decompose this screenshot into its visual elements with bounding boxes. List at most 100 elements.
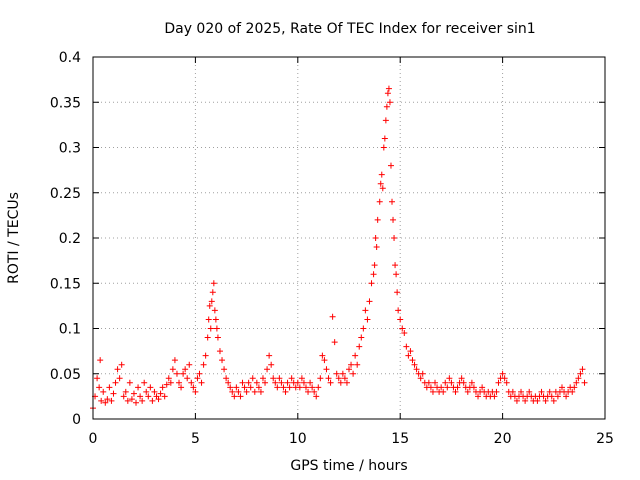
y-axis: 0 0.05 0.1 0.15 0.2 0.25 0.3 0.35 0.4: [50, 50, 605, 428]
data-point: [98, 397, 105, 404]
data-point: [186, 361, 193, 368]
data-point: [233, 384, 240, 391]
data-point: [419, 370, 426, 377]
data-point: [526, 388, 533, 395]
data-point: [335, 375, 342, 382]
data-point: [194, 375, 201, 382]
data-point: [157, 390, 164, 397]
data-point: [163, 381, 170, 388]
data-point: [548, 393, 555, 400]
data-point: [241, 384, 248, 391]
data-point: [394, 289, 401, 296]
data-point: [264, 366, 271, 373]
data-point: [255, 384, 262, 391]
data-point: [452, 388, 459, 395]
y-tick-label: 0.05: [50, 367, 81, 383]
data-point: [397, 316, 404, 323]
data-point: [393, 271, 400, 278]
data-point: [454, 384, 461, 391]
data-point: [407, 348, 414, 355]
data-point: [104, 396, 111, 403]
data-point: [364, 316, 371, 323]
data-point: [280, 384, 287, 391]
data-point: [405, 352, 412, 359]
data-point: [569, 388, 576, 395]
data-point: [239, 379, 246, 386]
data-point: [329, 313, 336, 320]
x-tick-label: 15: [391, 431, 409, 447]
data-point: [358, 334, 365, 341]
x-tick-label: 10: [289, 431, 307, 447]
data-point: [216, 348, 223, 355]
data-point: [470, 384, 477, 391]
data-point: [221, 366, 228, 373]
x-tick-label: 25: [596, 431, 614, 447]
data-point: [577, 370, 584, 377]
data-point: [204, 334, 211, 341]
data-point: [106, 384, 113, 391]
data-point: [137, 393, 144, 400]
data-point: [165, 375, 172, 382]
data-point: [392, 262, 399, 269]
data-point: [417, 375, 424, 382]
data-point: [354, 361, 361, 368]
data-point: [147, 384, 154, 391]
data-point: [278, 379, 285, 386]
grid-lines: [93, 57, 605, 419]
data-point: [542, 397, 549, 404]
data-point: [563, 393, 570, 400]
data-point: [212, 316, 219, 323]
data-point: [352, 352, 359, 359]
data-point: [208, 298, 215, 305]
data-point: [440, 388, 447, 395]
data-point: [270, 375, 277, 382]
data-point: [259, 375, 266, 382]
data-point: [169, 366, 176, 373]
data-point: [382, 117, 389, 124]
y-tick-label: 0.35: [50, 95, 81, 111]
x-axis: 0 5 10 15 20 25: [89, 57, 614, 447]
data-point: [192, 388, 199, 395]
data-point: [149, 397, 156, 404]
data-point: [356, 343, 363, 350]
data-point: [196, 370, 203, 377]
data-point: [379, 185, 386, 192]
data-point: [501, 375, 508, 382]
data-point: [96, 384, 103, 391]
data-point: [286, 384, 293, 391]
data-point: [366, 298, 373, 305]
x-axis-label: GPS time / hours: [290, 458, 407, 474]
data-point: [323, 366, 330, 373]
data-point: [319, 352, 326, 359]
data-point: [550, 397, 557, 404]
data-point: [350, 370, 357, 377]
data-point: [213, 325, 220, 332]
data-point: [227, 384, 234, 391]
x-tick-label: 20: [494, 431, 512, 447]
data-point: [274, 384, 281, 391]
data-point: [219, 357, 226, 364]
data-point: [229, 388, 236, 395]
data-point: [178, 384, 185, 391]
data-points: [90, 85, 588, 412]
data-point: [317, 375, 324, 382]
data-point: [311, 388, 318, 395]
data-point: [509, 388, 516, 395]
data-point: [339, 370, 346, 377]
data-point: [446, 375, 453, 382]
data-point: [409, 357, 416, 364]
data-point: [381, 135, 388, 142]
data-point: [237, 393, 244, 400]
data-point: [128, 396, 135, 403]
data-point: [315, 384, 322, 391]
x-tick-label: 0: [89, 431, 98, 447]
data-point: [184, 375, 191, 382]
data-point: [133, 399, 140, 406]
y-tick-label: 0.1: [59, 322, 81, 338]
data-point: [205, 316, 212, 323]
data-point: [513, 397, 520, 404]
data-point: [298, 375, 305, 382]
data-point: [245, 379, 252, 386]
data-point: [442, 379, 449, 386]
